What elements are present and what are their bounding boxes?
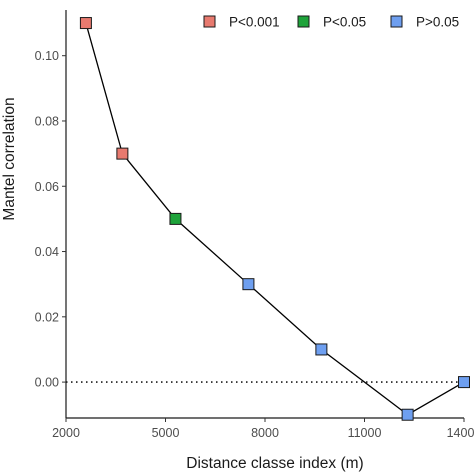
legend-swatch	[203, 15, 216, 28]
data-point	[315, 343, 328, 356]
legend-label: P>0.05	[416, 15, 459, 30]
data-point	[458, 376, 470, 389]
y-axis-title: Mantel correlation	[1, 97, 18, 220]
data-point	[79, 17, 92, 30]
y-axis-ticks: 0.00 0.02 0.04 0.06 0.08 0.10	[35, 49, 66, 390]
y-tick-label: 0.08	[35, 114, 59, 128]
y-tick-label: 0.04	[35, 245, 59, 259]
legend-swatch	[297, 15, 310, 28]
legend: P<0.001 P<0.05 P>0.05	[203, 15, 459, 30]
legend-swatch	[390, 15, 403, 28]
x-axis-title: Distance classe index (m)	[186, 455, 363, 472]
y-tick-label: 0.06	[35, 180, 59, 194]
x-tick-label: 8000	[251, 426, 279, 440]
y-tick-label: 0.02	[35, 310, 59, 324]
data-point	[242, 278, 255, 291]
x-tick-label: 11000	[348, 426, 382, 440]
data-point	[169, 212, 182, 225]
y-tick-label: 0.10	[35, 49, 59, 63]
data-point	[116, 147, 129, 160]
legend-label: P<0.001	[229, 15, 280, 30]
legend-label: P<0.05	[323, 15, 366, 30]
data-series	[79, 17, 470, 421]
correlation-line	[85, 22, 465, 416]
data-point	[401, 408, 414, 421]
x-tick-label: 2000	[52, 426, 80, 440]
axes	[65, 10, 464, 419]
x-tick-label: 5000	[152, 426, 180, 440]
y-tick-label: 0.00	[35, 376, 59, 390]
